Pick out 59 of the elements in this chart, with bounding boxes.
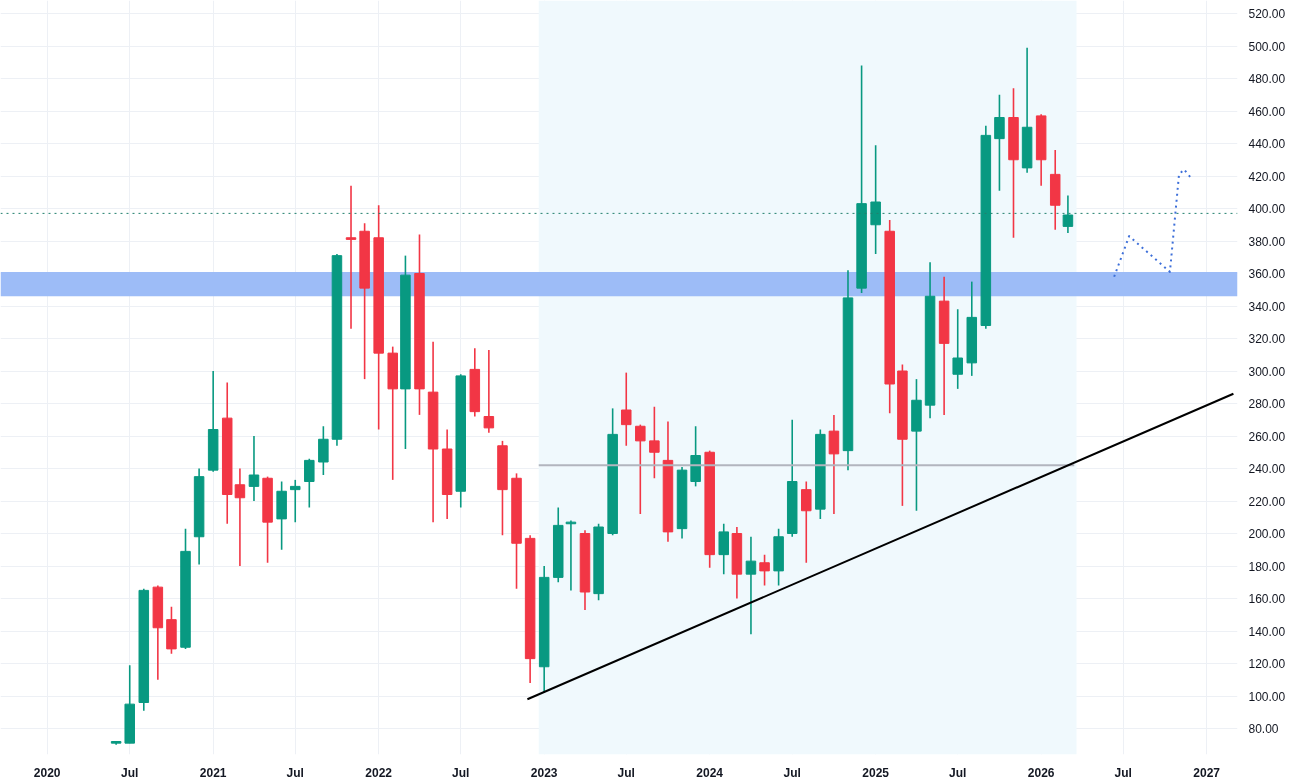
y-tick-label: 420.00 bbox=[1248, 169, 1286, 184]
x-tick-label: Jul bbox=[121, 765, 139, 780]
x-tick-label: 2026 bbox=[1027, 765, 1055, 780]
candlestick bbox=[620, 371, 632, 447]
y-tick-label: 200.00 bbox=[1248, 527, 1286, 541]
y-tick-label: 180.00 bbox=[1248, 559, 1286, 574]
x-tick-label: Jul bbox=[286, 765, 304, 780]
candlestick bbox=[248, 435, 260, 502]
candlestick bbox=[234, 467, 246, 567]
y-tick-label: 500.00 bbox=[1248, 39, 1286, 54]
line-series bbox=[1113, 168, 1194, 278]
x-tick-label: 2027 bbox=[1193, 765, 1221, 780]
y-tick-label: 240.00 bbox=[1248, 462, 1286, 476]
x-tick-label: 2023 bbox=[530, 765, 558, 780]
candlestick bbox=[304, 457, 315, 509]
y-tick-label: 100.00 bbox=[1248, 689, 1286, 704]
y-tick-label: 400.00 bbox=[1248, 202, 1286, 216]
x-tick-label: Jul bbox=[783, 765, 801, 780]
candlestick bbox=[565, 519, 577, 592]
candlestick bbox=[718, 522, 730, 575]
candlestick bbox=[635, 423, 646, 515]
x-tick-label: 2021 bbox=[199, 765, 227, 780]
x-tick-label: Jul bbox=[949, 765, 967, 780]
candlestick bbox=[345, 184, 357, 330]
candlestick bbox=[801, 480, 812, 564]
candlestick bbox=[1062, 194, 1074, 234]
y-tick-label: 280.00 bbox=[1248, 397, 1286, 411]
y-tick-label: 80.00 bbox=[1248, 722, 1279, 736]
y-tick-label: 160.00 bbox=[1248, 592, 1286, 606]
candlestick bbox=[994, 93, 1005, 192]
y-tick-label: 300.00 bbox=[1248, 364, 1286, 379]
candlestick bbox=[483, 349, 495, 434]
candlestick bbox=[828, 414, 840, 515]
x-tick-label: Jul bbox=[452, 765, 470, 780]
y-tick-label: 480.00 bbox=[1248, 72, 1286, 86]
y-tick-label: 460.00 bbox=[1248, 104, 1286, 119]
x-tick-label: 2022 bbox=[365, 765, 393, 780]
candlestick bbox=[318, 425, 329, 476]
candlestick bbox=[745, 535, 757, 636]
x-tick-label: 2020 bbox=[33, 765, 61, 780]
x-tick-label: Jul bbox=[1114, 765, 1132, 780]
y-tick-label: 260.00 bbox=[1248, 429, 1286, 444]
y-tick-label: 440.00 bbox=[1248, 137, 1286, 151]
y-tick-label: 220.00 bbox=[1248, 494, 1286, 509]
candlestick bbox=[952, 308, 963, 390]
y-tick-label: 380.00 bbox=[1248, 234, 1286, 249]
y-tick-label: 140.00 bbox=[1248, 624, 1286, 639]
candlestick bbox=[870, 144, 881, 255]
candlestick bbox=[649, 405, 660, 480]
y-tick-label: 520.00 bbox=[1248, 7, 1286, 21]
y-tick-label: 120.00 bbox=[1248, 657, 1286, 671]
y-tick-label: 340.00 bbox=[1248, 299, 1286, 314]
y-tick-label: 320.00 bbox=[1248, 332, 1286, 346]
x-tick-label: 2024 bbox=[696, 765, 724, 780]
y-tick-label: 360.00 bbox=[1248, 267, 1286, 281]
candlestick bbox=[289, 479, 301, 523]
x-tick-label: 2025 bbox=[862, 765, 890, 780]
candlestick bbox=[759, 553, 770, 587]
x-tick-label: Jul bbox=[617, 765, 635, 780]
